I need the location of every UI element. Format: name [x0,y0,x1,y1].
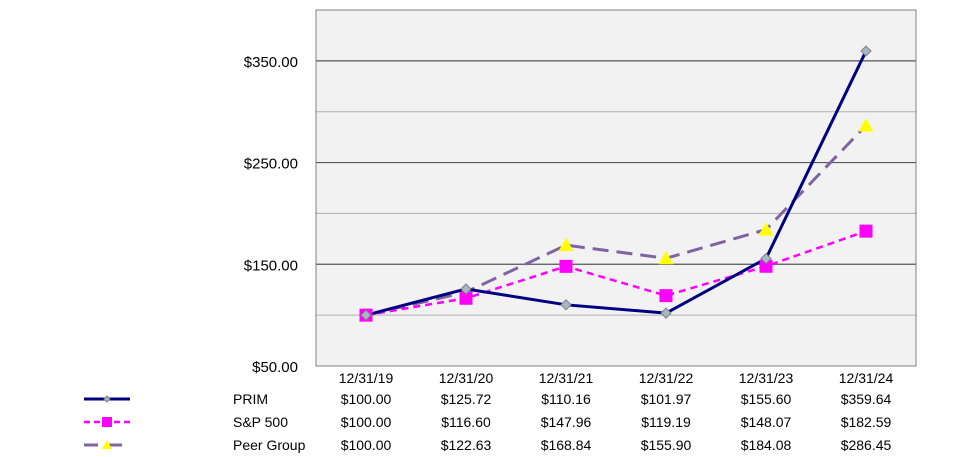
table-cell: $168.84 [541,437,592,453]
series-markers [360,45,872,321]
x-tick-label: 12/31/23 [739,370,794,386]
data-point [460,283,472,295]
plot-background [316,10,916,366]
legend-label: PRIM [233,391,268,407]
table-row: S&P 500 $100.00 $116.60 $147.96 $119.19 $148.… [84,414,892,430]
table-row: Peer Group $100.00 $122.63 $168.84 $155.90 $1… [84,437,892,453]
legend-key-marker [102,440,112,449]
data-point [558,237,574,252]
table-cell: $155.90 [641,437,692,453]
table-cell: $182.59 [841,414,892,430]
table-cell: $119.19 [641,414,691,430]
table-cell: $155.60 [741,391,792,407]
series-line [365,124,868,317]
table-cell: $122.63 [441,437,492,453]
data-point [860,45,872,57]
data-point [560,299,572,311]
series-line [365,229,867,317]
y-tick-label: $50.00 [252,359,298,376]
y-axis: $50.00 $150.00 $250.00 $350.00 [244,54,298,376]
data-point [759,259,773,273]
table-cell: $148.07 [741,414,792,430]
data-point [859,224,873,238]
table-cell: $101.97 [641,391,692,407]
x-tick-label: 12/31/20 [439,370,494,386]
plot-area [315,9,917,367]
legend-label: Peer Group [233,437,306,453]
data-table: PRIM $100.00 $125.72 $110.16 $101.97 $155.60 $… [84,391,892,453]
table-cell: $100.00 [341,414,392,430]
table-cell: $110.16 [541,391,591,407]
table-row: PRIM $100.00 $125.72 $110.16 $101.97 $155.60 $… [84,391,892,407]
table-cell: $100.00 [341,437,392,453]
data-point [660,307,672,319]
legend-key-marker [103,395,111,403]
x-tick-label: 12/31/19 [339,370,394,386]
x-tick-label: 12/31/22 [639,370,694,386]
legend-key-marker [102,417,112,427]
table-cell: $359.64 [841,391,892,407]
data-point [559,259,573,273]
data-point [360,309,372,321]
table-cell: $286.45 [841,437,892,453]
plot-border [315,9,917,367]
data-point [758,222,774,236]
data-point [459,291,473,305]
table-cell: $125.72 [441,391,492,407]
table-cell: $184.08 [741,437,792,453]
data-point [658,250,674,265]
legend-label: S&P 500 [233,414,288,430]
y-tick-label: $150.00 [244,257,298,274]
table-cell: $147.96 [541,414,592,430]
y-tick-label: $350.00 [244,54,298,71]
data-point [858,117,874,132]
table-cell: $116.60 [441,414,491,430]
x-tick-label: 12/31/21 [539,370,594,386]
data-point [760,252,772,265]
y-tick-label: $250.00 [244,156,298,173]
table-cell: $100.00 [341,391,392,407]
series-line [365,50,868,317]
data-point [659,289,673,303]
series-markers [359,224,873,322]
series-layer [358,45,874,322]
x-tick-label: 12/31/24 [839,370,894,386]
x-axis: 12/31/19 12/31/20 12/31/21 12/31/22 12/31/23… [339,370,894,386]
